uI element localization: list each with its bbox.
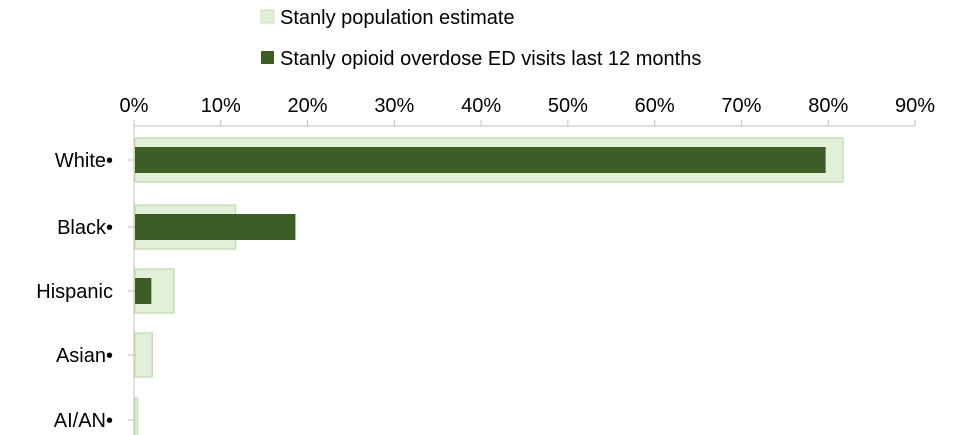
category-label: Hispanic	[36, 281, 113, 303]
x-tick-label: 90%	[895, 95, 935, 117]
category-label: AI/AN•	[54, 410, 113, 432]
x-tick-label: 30%	[374, 95, 414, 117]
x-tick-label: 80%	[808, 95, 848, 117]
x-tick-label: 20%	[288, 95, 328, 117]
legend: Stanly population estimate Stanly opioid…	[260, 7, 701, 70]
bar-population	[134, 332, 153, 378]
x-tick-label: 10%	[201, 95, 241, 117]
legend-swatch-ed-visits	[261, 51, 274, 64]
category-label: Asian•	[56, 345, 113, 367]
bar-ed-visits	[135, 214, 296, 240]
category-label: White•	[55, 150, 113, 172]
x-tick-label: 60%	[635, 95, 675, 117]
category-label: Black•	[57, 217, 113, 239]
legend-swatch-population	[260, 9, 275, 24]
bar-population	[134, 397, 139, 435]
bar-ed-visits	[135, 278, 152, 304]
x-tick-label: 50%	[548, 95, 588, 117]
legend-label-population: Stanly population estimate	[280, 7, 515, 29]
bar-ed-visits	[135, 147, 826, 173]
x-tick-label: 40%	[461, 95, 501, 117]
x-axis: 0% 10% 20% 30% 40% 50% 60% 70% 80% 90%	[120, 95, 935, 435]
legend-label-ed-visits: Stanly opioid overdose ED visits last 12…	[280, 48, 701, 70]
x-tick-label: 0%	[120, 95, 149, 117]
category-labels: White• Black• Hispanic Asian• AI/AN•	[36, 150, 134, 432]
x-tick-label: 70%	[721, 95, 761, 117]
bars	[134, 137, 844, 435]
